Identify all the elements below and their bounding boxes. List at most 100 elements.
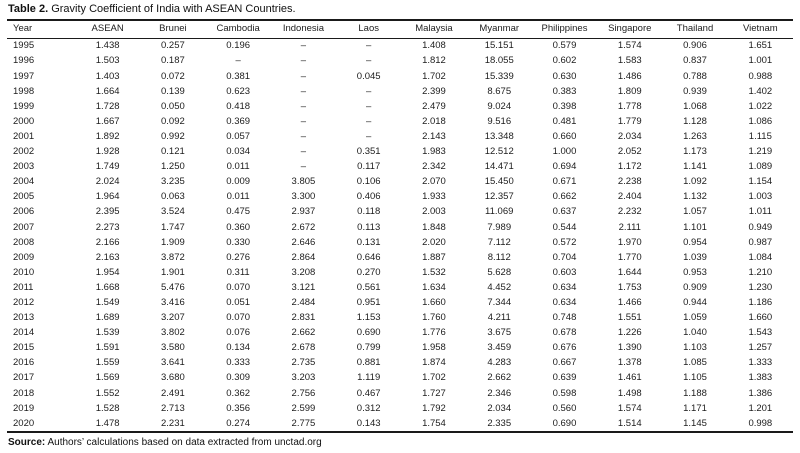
- value-cell: 0.045: [356, 70, 381, 82]
- value-cell: 0.623: [226, 85, 251, 97]
- value-cell: 1.115: [748, 130, 772, 142]
- table-row: 2011 1.668 5.476 0.070 3.121 0.561 1.634 4.452 0…: [7, 281, 793, 296]
- source-label: Source:: [8, 437, 46, 449]
- value-cell: 3.300: [291, 191, 316, 203]
- value-cell: 1.760: [422, 312, 446, 324]
- value-cell: 1.551: [617, 312, 642, 324]
- value-cell: 0.381: [226, 70, 251, 82]
- value-cell: 0.070: [226, 312, 251, 324]
- value-cell: 1.171: [683, 402, 707, 414]
- value-cell: 2.034: [487, 402, 512, 414]
- value-cell: 0.309: [226, 372, 251, 384]
- value-cell: 1.928: [95, 146, 120, 158]
- column-header-asean: ASEAN: [75, 20, 141, 39]
- value-cell: 1.728: [95, 100, 120, 112]
- value-cell: 8.112: [487, 251, 511, 263]
- value-cell: 0.634: [552, 281, 577, 293]
- value-cell: 1.141: [683, 161, 707, 173]
- value-cell: 2.756: [291, 387, 316, 399]
- value-cell: 2.937: [291, 206, 316, 218]
- value-cell: 0.954: [683, 236, 707, 248]
- value-cell: 7.344: [487, 296, 512, 308]
- value-cell: 2.864: [291, 251, 316, 263]
- value-cell: 0.311: [226, 266, 250, 278]
- value-cell: 1.086: [748, 115, 773, 127]
- value-cell: 1.514: [617, 417, 642, 429]
- column-header-vietnam: Vietnam: [727, 20, 793, 39]
- value-cell: 1.770: [617, 251, 642, 263]
- value-cell: 2.735: [291, 357, 316, 369]
- column-header-malaysia: Malaysia: [401, 20, 467, 39]
- column-header-cambodia: Cambodia: [205, 20, 271, 39]
- year-cell: 2001: [13, 130, 35, 142]
- value-cell: 2.232: [617, 206, 642, 218]
- value-cell: 1.383: [748, 372, 773, 384]
- value-cell: 1.874: [422, 357, 446, 369]
- value-cell: 1.644: [617, 266, 642, 278]
- column-header-laos: Laos: [336, 20, 402, 39]
- value-cell: 1.753: [617, 281, 642, 293]
- year-cell: 2008: [13, 236, 35, 248]
- table-row: 2017 1.569 3.680 0.309 3.203 1.119 1.702 2.662 0…: [7, 371, 793, 386]
- value-cell: 0.637: [552, 206, 577, 218]
- value-cell: 0.270: [356, 266, 381, 278]
- value-cell: 0.909: [683, 281, 707, 293]
- value-cell: –: [366, 115, 372, 127]
- value-cell: 0.660: [552, 130, 577, 142]
- value-cell: 3.641: [161, 357, 185, 369]
- value-cell: 1.119: [357, 372, 381, 384]
- year-cell: 1998: [13, 85, 35, 97]
- value-cell: 3.524: [161, 206, 185, 218]
- value-cell: 1.084: [748, 251, 773, 263]
- year-cell: 2015: [13, 342, 35, 354]
- value-cell: 0.467: [356, 387, 381, 399]
- value-cell: 1.466: [617, 296, 642, 308]
- value-cell: 0.057: [226, 130, 251, 142]
- column-header-thailand: Thailand: [662, 20, 728, 39]
- year-cell: 2013: [13, 312, 35, 324]
- value-cell: 1.634: [422, 281, 446, 293]
- value-cell: 1.172: [617, 161, 642, 173]
- value-cell: 1.532: [422, 266, 446, 278]
- year-cell: 2003: [13, 161, 35, 173]
- value-cell: –: [300, 55, 307, 67]
- value-cell: 0.011: [226, 191, 250, 203]
- value-cell: 0.143: [356, 417, 381, 429]
- value-cell: 1.408: [422, 40, 446, 52]
- value-cell: 0.076: [226, 327, 251, 339]
- value-cell: 5.476: [161, 281, 185, 293]
- value-cell: 1.378: [617, 357, 642, 369]
- table-row: 2002 1.928 0.121 0.034 – 0.351 1.983 12.512 1.00…: [7, 145, 793, 160]
- value-cell: 0.690: [356, 327, 381, 339]
- value-cell: 2.003: [422, 206, 446, 218]
- value-cell: 0.356: [226, 402, 251, 414]
- value-cell: 1.105: [683, 372, 707, 384]
- value-cell: 1.011: [748, 206, 772, 218]
- value-cell: 1.068: [683, 100, 707, 112]
- gravity-coefficient-table: Year ASEAN Brunei Cambodia Indonesia Laos Mala…: [7, 19, 793, 434]
- value-cell: 0.690: [552, 417, 577, 429]
- value-cell: 2.111: [618, 221, 641, 233]
- value-cell: 2.713: [161, 402, 185, 414]
- value-cell: 1.569: [95, 372, 120, 384]
- value-cell: 1.964: [95, 191, 120, 203]
- year-cell: 2009: [13, 251, 35, 263]
- value-cell: –: [300, 146, 307, 158]
- value-cell: 0.113: [357, 221, 381, 233]
- table-title-text: Gravity Coefficient of India with ASEAN …: [48, 3, 296, 15]
- value-cell: 2.646: [291, 236, 316, 248]
- table-row: 2008 2.166 1.909 0.330 2.646 0.131 2.020 7.112 0…: [7, 235, 793, 250]
- value-cell: 1.702: [422, 372, 446, 384]
- value-cell: 0.398: [552, 100, 577, 112]
- value-cell: 2.775: [291, 417, 316, 429]
- value-cell: 1.651: [748, 40, 773, 52]
- value-cell: 2.484: [291, 296, 316, 308]
- year-cell: 2000: [13, 115, 35, 127]
- value-cell: –: [300, 40, 307, 52]
- value-cell: 2.018: [422, 115, 446, 127]
- year-cell: 2018: [13, 387, 35, 399]
- value-cell: 2.662: [487, 372, 512, 384]
- value-cell: 2.024: [95, 176, 120, 188]
- year-cell: 2004: [13, 176, 35, 188]
